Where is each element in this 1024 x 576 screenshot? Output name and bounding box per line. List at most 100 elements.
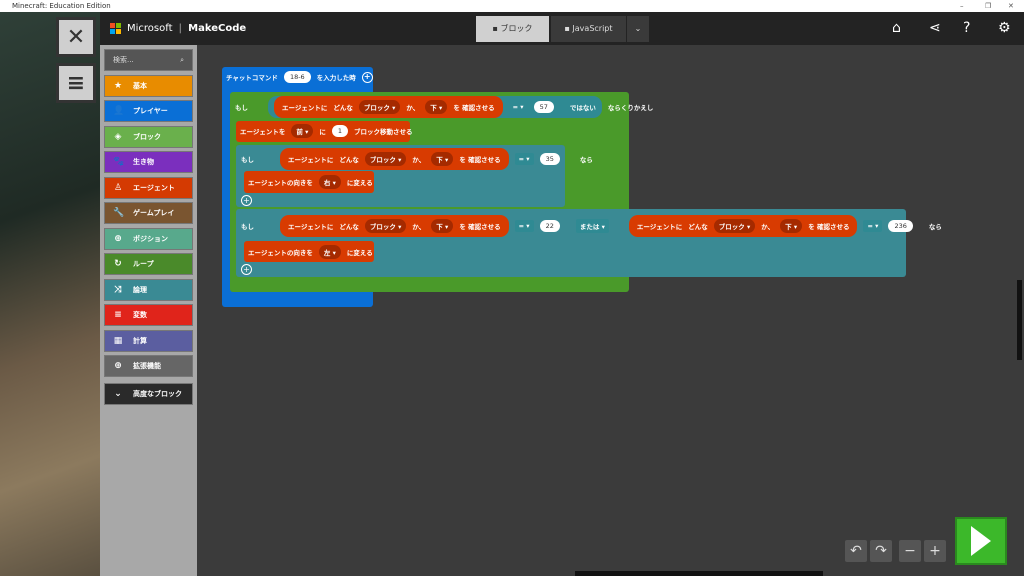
agent-move-block[interactable]	[236, 121, 410, 142]
move-direction-dropdown[interactable]: 前 ▾	[291, 124, 314, 138]
horizontal-scrollbar[interactable]	[575, 571, 823, 576]
run-button[interactable]	[955, 517, 1007, 565]
kind-dropdown[interactable]: ブロック ▾	[364, 219, 407, 233]
zoom-out-icon[interactable]: −	[899, 540, 921, 562]
text: か、	[412, 156, 426, 164]
category-icon: 🔧	[113, 208, 125, 218]
category-label: 生き物	[133, 158, 154, 166]
menu-icon[interactable]: ≡	[56, 63, 96, 103]
chevron-down-icon: ⌄	[114, 389, 122, 399]
redo-icon[interactable]: ↷	[870, 540, 892, 562]
text: か、	[406, 104, 420, 112]
toolbox-category[interactable]: 🐾 生き物	[104, 151, 193, 173]
vertical-scrollbar[interactable]	[1017, 280, 1022, 360]
language-dropdown[interactable]: ⌄	[627, 16, 649, 42]
toolbox-category[interactable]: ≡ 変数	[104, 304, 193, 326]
not-condition[interactable]: エージェントに どんな ブロック ▾ か、下 ▾ を 確認させる = ▾ 57 ではない	[268, 96, 602, 118]
operator-dropdown[interactable]: = ▾	[863, 220, 883, 232]
help-icon[interactable]: ?	[963, 20, 971, 36]
play-icon	[971, 526, 991, 556]
event-suffix: を入力した時	[316, 74, 356, 82]
category-label: エージェント	[133, 183, 175, 192]
turn-right-row: エージェントの向きを右 ▾ に変える	[248, 175, 373, 189]
text: エージェントを	[240, 128, 286, 136]
block-id-value[interactable]: 22	[539, 220, 560, 232]
kind-dropdown[interactable]: ブロック ▾	[358, 100, 401, 114]
category-icon: ⊕	[114, 233, 122, 244]
brand-makecode: MakeCode	[188, 23, 247, 34]
operator-dropdown[interactable]: = ▾	[508, 101, 528, 113]
direction-dropdown[interactable]: 下 ▾	[431, 152, 454, 166]
agent-detect-block-2[interactable]: エージェントに どんな ブロック ▾ か、下 ▾ を 確認させる	[628, 215, 858, 237]
toolbox-category[interactable]: ↻ ループ	[104, 253, 193, 275]
toolbox-category[interactable]: 👤 プレイヤー	[104, 100, 193, 122]
or-dropdown[interactable]: または ▾	[575, 219, 609, 233]
category-label: ポジション	[133, 234, 168, 243]
zoom-in-icon[interactable]: +	[924, 540, 946, 562]
advanced-label: 高度なブロック	[133, 390, 182, 398]
add-parameter-icon[interactable]: +	[361, 71, 373, 83]
category-label: ブロック	[133, 132, 161, 141]
text: ブロック移動させる	[354, 128, 413, 136]
toolbox-category[interactable]: ⊕ ポジション	[104, 227, 193, 250]
tab-label: ブロック	[500, 24, 533, 33]
maximize-button[interactable]: ❐	[985, 2, 992, 10]
kind-dropdown[interactable]: ブロック ▾	[713, 219, 756, 233]
category-label: ループ	[133, 260, 154, 268]
category-label: 計算	[133, 336, 147, 345]
direction-dropdown[interactable]: 下 ▾	[425, 100, 448, 114]
text: を 確認させる	[808, 223, 850, 231]
toolbox-category[interactable]: 🔧 ゲームプレイ	[104, 202, 193, 224]
fullscreen-toggle-icon[interactable]: ✕	[56, 17, 96, 57]
toolbox-category[interactable]: ♙ エージェント	[104, 176, 193, 199]
text: エージェントに	[636, 223, 683, 231]
if2-header: もし エージェントに どんな ブロック ▾ か、下 ▾ を 確認させる = ▾ 22 また…	[241, 215, 942, 237]
block-id-value[interactable]: 35	[539, 153, 560, 165]
tab-javascript[interactable]: ▪ JavaScript	[551, 16, 626, 42]
close-button[interactable]: ✕	[1008, 2, 1014, 10]
toolbox-category[interactable]: ⊕ 拡張機能	[104, 355, 193, 377]
search-placeholder: 検索...	[113, 56, 134, 64]
agent-turn-left-block[interactable]	[244, 241, 374, 262]
category-icon: ≡	[114, 310, 122, 320]
toolbox-category[interactable]: ⤨ 論理	[104, 278, 193, 301]
toolbox-category[interactable]: ◈ ブロック	[104, 125, 193, 148]
while-prefix: もし	[235, 104, 248, 112]
turn-direction-dropdown[interactable]: 右 ▾	[318, 175, 341, 189]
agent-detect-block[interactable]: エージェントに どんな ブロック ▾ か、下 ▾ を 確認させる	[280, 148, 509, 170]
toolbox-category[interactable]: ★ 基本	[104, 74, 193, 97]
share-icon[interactable]: ⋖	[929, 20, 941, 36]
advanced-blocks-toggle[interactable]: ⌄ 高度なブロック	[104, 383, 193, 405]
add-else-icon[interactable]: +	[241, 264, 252, 275]
operator-dropdown[interactable]: = ▾	[514, 153, 534, 165]
turn-direction-dropdown[interactable]: 左 ▾	[318, 245, 341, 259]
agent-detect-block[interactable]: エージェントに どんな ブロック ▾ か、下 ▾ を 確認させる	[274, 96, 503, 118]
toolbox-category[interactable]: ▦ 計算	[104, 329, 193, 352]
gear-icon[interactable]: ⚙	[998, 20, 1011, 36]
window-title: Minecraft: Education Edition	[12, 2, 111, 10]
text: または	[579, 223, 600, 231]
category-icon: ★	[113, 80, 123, 91]
operator-dropdown[interactable]: = ▾	[514, 220, 534, 232]
category-icon: ⊕	[114, 361, 122, 371]
direction-dropdown[interactable]: 下 ▾	[431, 219, 454, 233]
move-amount[interactable]: 1	[331, 125, 349, 137]
direction-dropdown[interactable]: 下 ▾	[780, 219, 803, 233]
kind-dropdown[interactable]: ブロック ▾	[364, 152, 407, 166]
agent-detect-block[interactable]: エージェントに どんな ブロック ▾ か、下 ▾ を 確認させる	[280, 215, 509, 237]
text: に変える	[346, 249, 373, 257]
block-id-value-2[interactable]: 236	[888, 220, 913, 232]
search-icon: ⌕	[180, 55, 184, 64]
block-id-value[interactable]: 57	[533, 101, 554, 113]
tab-blocks[interactable]: ▪ ブロック	[476, 16, 549, 42]
search-input[interactable]: 検索... ⌕	[104, 49, 193, 71]
undo-icon[interactable]: ↶	[845, 540, 867, 562]
event-label: チャットコマンド	[226, 74, 278, 82]
minimize-button[interactable]: –	[960, 2, 964, 10]
category-icon: ↻	[114, 259, 122, 269]
home-icon[interactable]: ⌂	[892, 20, 901, 36]
agent-turn-right-block[interactable]	[244, 171, 374, 193]
chat-command-value[interactable]: 18-6	[283, 71, 311, 83]
add-else-icon[interactable]: +	[241, 195, 252, 206]
text: なら	[579, 156, 593, 164]
